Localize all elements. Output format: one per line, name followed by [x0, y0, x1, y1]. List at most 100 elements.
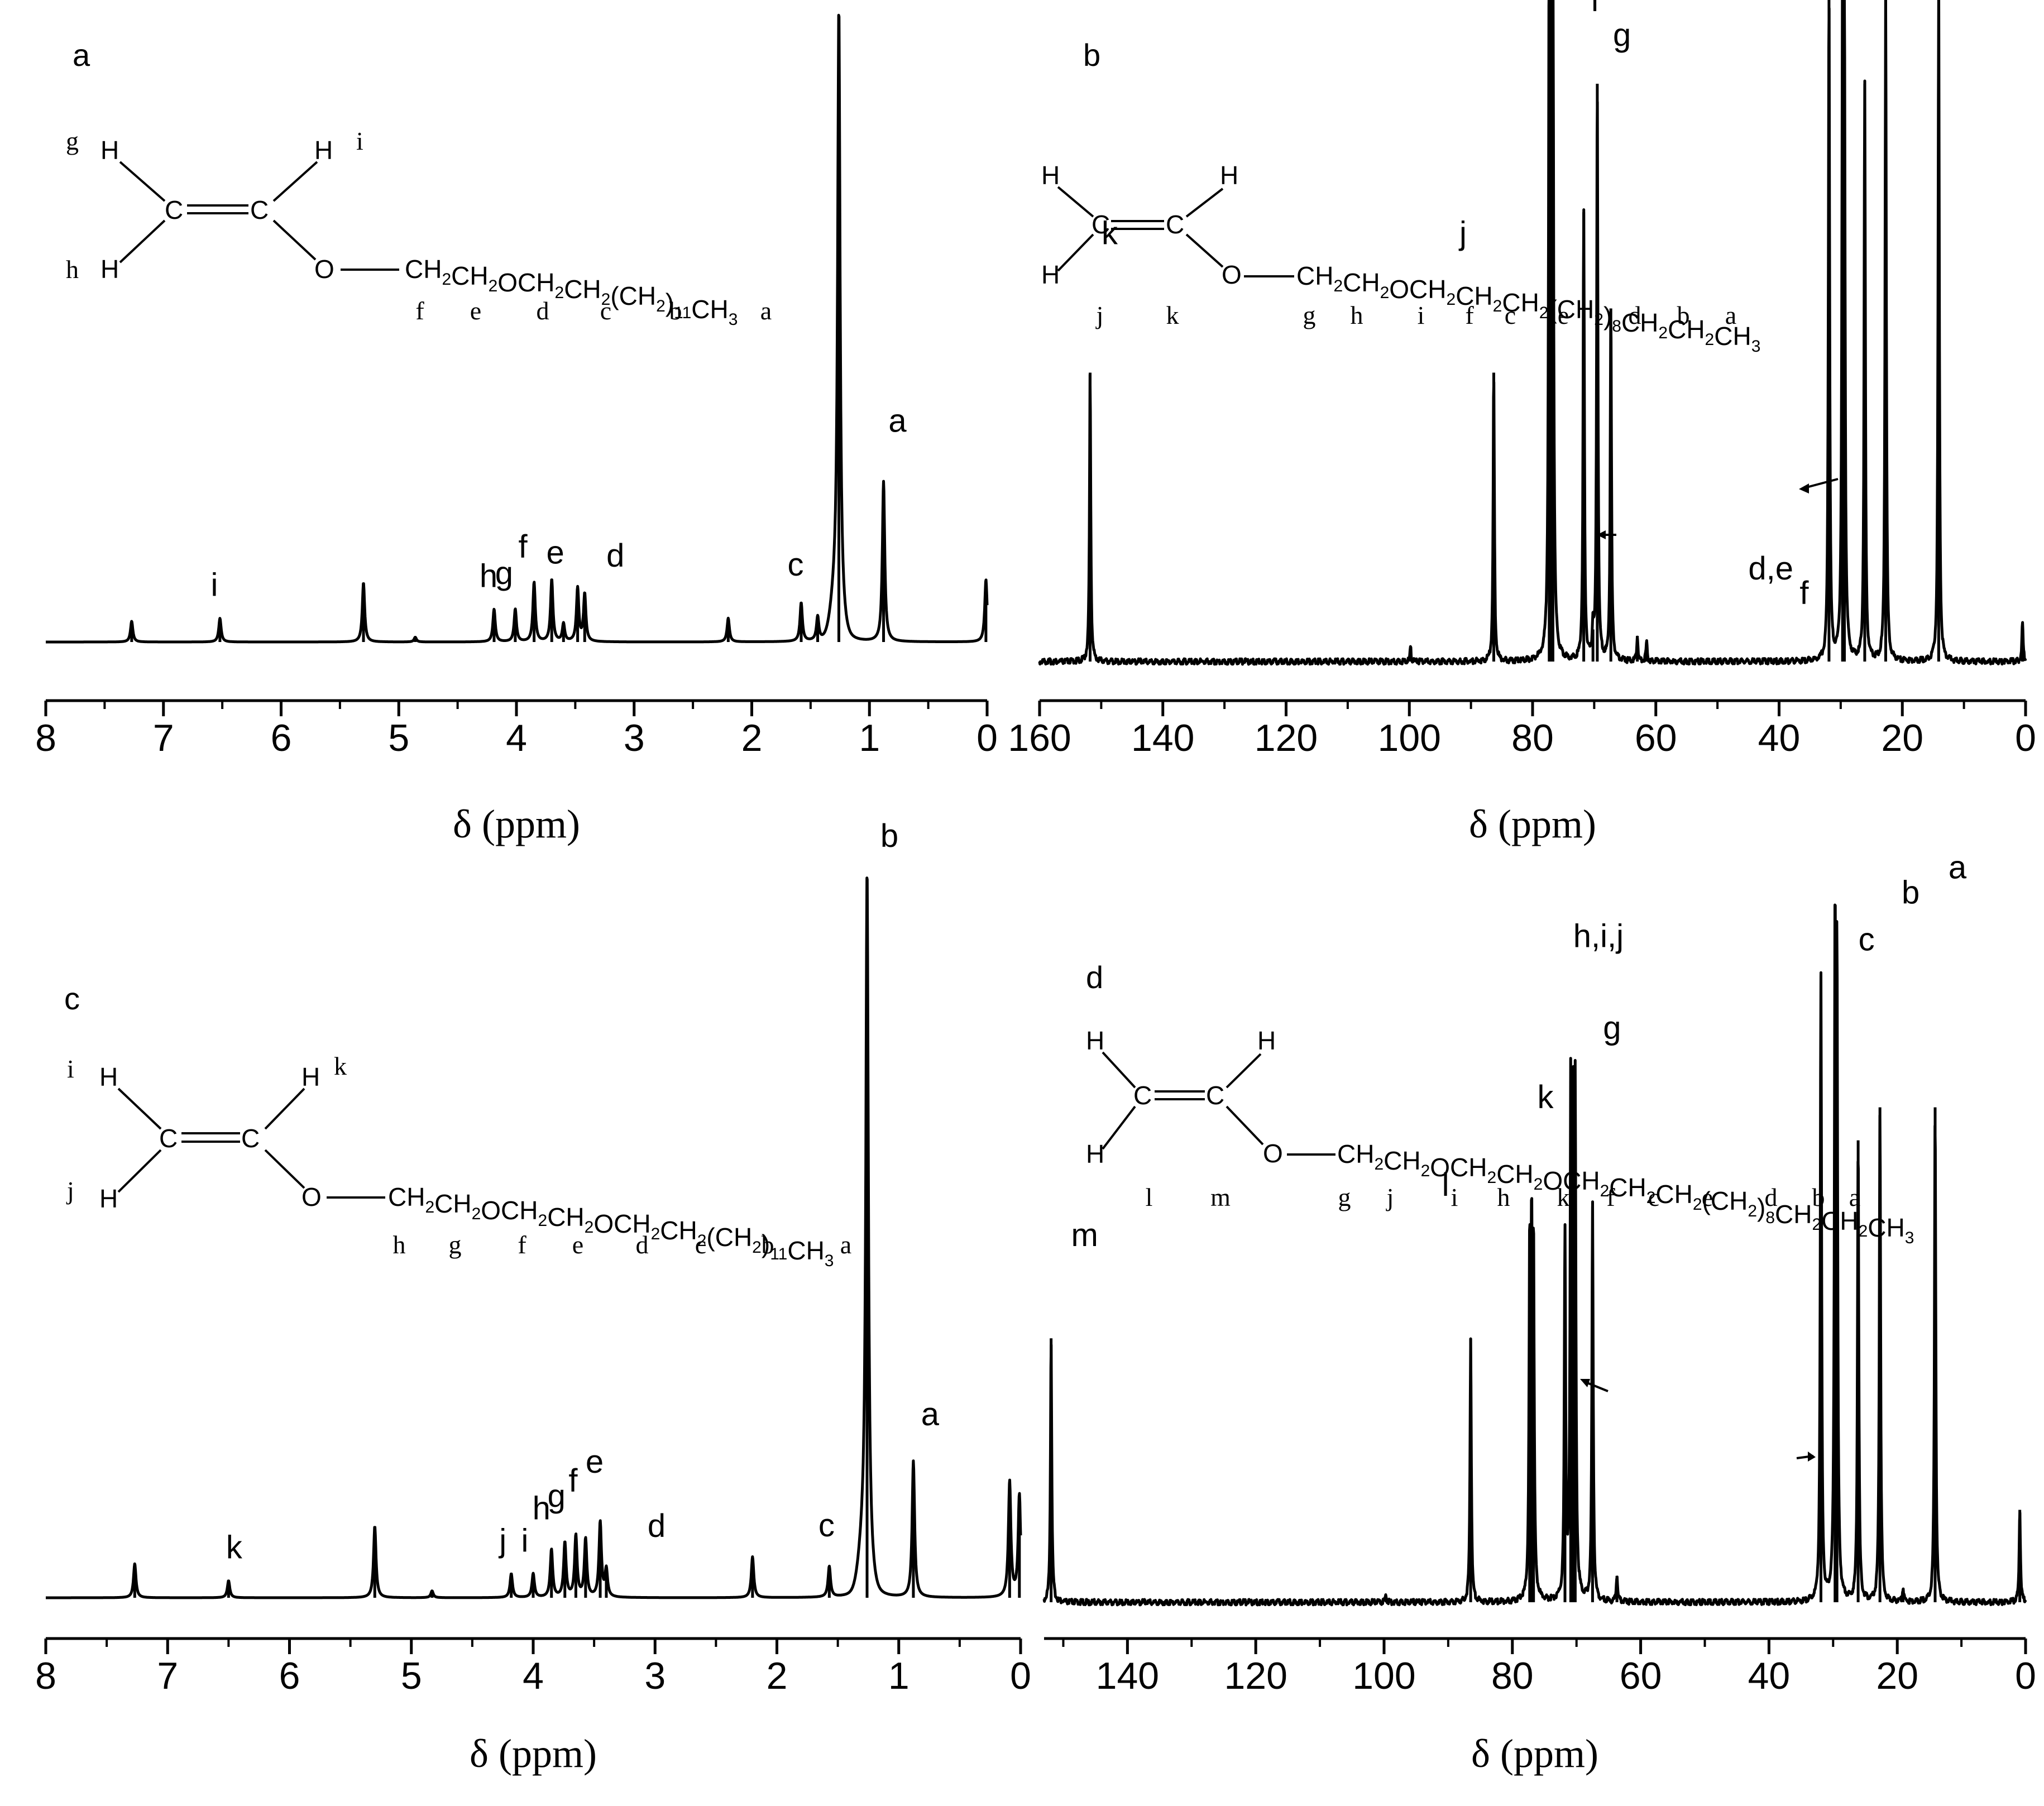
atom-o: O: [314, 255, 334, 284]
vinyl-ether-structure-a: g H C C H i h H O CH2CH2OCH2CH2(CH2)11CH…: [66, 127, 772, 329]
peak-label-c: c: [818, 1507, 835, 1544]
x-tick-label-b: 0: [2015, 717, 2036, 759]
panel-a: a g H C C H i h H O CH2CH2OCH2CH2(CH2)11…: [35, 13, 998, 846]
carbon-label-d: i: [1451, 1183, 1458, 1211]
atom-h: H: [1257, 1026, 1276, 1055]
carbon-label-d: h: [1497, 1183, 1510, 1211]
vinyl-ether-structure-d: H C C H H O CH2CH2OCH2CH2OCH2CH2CH2(CH2)…: [1086, 1026, 1914, 1247]
peak-label-a: f: [519, 529, 528, 565]
panel-letter-a: a: [73, 37, 90, 73]
carbon-label-b: b: [1677, 301, 1690, 329]
x-tick-label-d: 40: [1748, 1655, 1791, 1697]
x-tick-label-d: 100: [1352, 1655, 1415, 1697]
annotation-arrowhead: [1808, 1451, 1816, 1462]
x-axis-label-a: δ (ppm): [453, 802, 580, 846]
x-tick-label-a: 6: [271, 717, 292, 759]
x-tick-label-b: 80: [1511, 717, 1554, 759]
x-tick-label-d: 140: [1096, 1655, 1159, 1697]
annotation-arrowhead: [1597, 530, 1606, 539]
x-tick-label-c: 8: [35, 1655, 56, 1697]
carbon-label-c: c: [695, 1230, 706, 1259]
atom-c: C: [165, 195, 183, 224]
peak-label-a: a: [888, 403, 907, 439]
atom-c: C: [159, 1124, 178, 1153]
carbon-label-b: h: [1351, 301, 1363, 329]
peak-label-d: h,i,j: [1573, 918, 1624, 955]
carbon-label-b: e: [1558, 301, 1569, 329]
peak-label-a: g: [495, 555, 513, 592]
x-tick-label-b: 120: [1255, 717, 1318, 759]
peak-label-d: k: [1538, 1079, 1554, 1115]
peak-label-c: g: [548, 1478, 566, 1514]
x-axis-label-c: δ (ppm): [470, 1731, 597, 1776]
spectrum-line-c: [45, 876, 1022, 1599]
atom-h: H: [99, 1184, 118, 1213]
vinyl-label-bottom-left-a: h: [66, 255, 79, 284]
atom-o: O: [1222, 260, 1242, 289]
atom-c: C: [241, 1124, 260, 1153]
peak-label-b: j: [1458, 215, 1467, 252]
backbone-formula-a: CH2CH2OCH2CH2(CH2)11CH3: [405, 255, 738, 329]
atom-h: H: [1041, 260, 1060, 289]
carbon-label-c: e: [572, 1230, 583, 1259]
carbon-label-d: d: [1765, 1183, 1778, 1211]
vinyl-ether-structure-b: H C C H H O CH2CH2OCH2CH2CH2(CH2)8CH2CH2…: [1041, 161, 1760, 356]
atom-h: H: [100, 136, 119, 165]
carbon-label-d: c: [1648, 1183, 1659, 1211]
atom-h: H: [100, 255, 119, 284]
vinyl-label-bottom-left-c: j: [66, 1176, 74, 1205]
carbon-label-c: f: [518, 1230, 526, 1259]
carbon-label-a: c: [600, 296, 611, 325]
x-tick-label-c: 0: [1010, 1655, 1031, 1697]
carbon-label-b: g: [1303, 301, 1316, 329]
backbone-formula-b: CH2CH2OCH2CH2CH2(CH2)8CH2CH2CH3: [1296, 261, 1760, 356]
carbon-label-d: j: [1386, 1183, 1394, 1211]
peak-label-c: j: [498, 1522, 506, 1559]
carbon-label-d: f: [1606, 1183, 1615, 1211]
x-tick-label-a: 5: [388, 717, 409, 759]
peak-label-c: a: [921, 1396, 940, 1433]
peak-label-a: d: [606, 538, 624, 574]
x-tick-label-b: 160: [1008, 717, 1071, 759]
carbon-label-d: l: [1146, 1183, 1153, 1211]
x-tick-label-b: 100: [1378, 717, 1441, 759]
peak-label-a: c: [788, 547, 804, 583]
carbon-label-b: i: [1418, 301, 1425, 329]
peak-label-d: b: [1902, 875, 1919, 911]
x-tick-label-a: 7: [153, 717, 174, 759]
x-tick-label-a: 4: [506, 717, 527, 759]
vinyl-ether-structure-c: i H C C H k j H O CH2CH2OCH2CH2OCH2CH2(C…: [66, 1052, 851, 1270]
carbon-label-d: m: [1210, 1183, 1231, 1211]
atom-c: C: [1092, 210, 1110, 239]
x-tick-label-d: 0: [2015, 1655, 2036, 1697]
x-tick-label-d: 60: [1620, 1655, 1662, 1697]
peak-label-d: c: [1859, 922, 1875, 958]
panel-b: b H C C H H O CH2CH2OCH2CH2CH2(CH2)8CH2C…: [1008, 0, 2036, 846]
carbon-label-c: b: [762, 1230, 774, 1259]
x-tick-label-c: 5: [401, 1655, 422, 1697]
x-tick-label-a: 0: [976, 717, 998, 759]
atom-h: H: [1086, 1139, 1104, 1168]
peak-label-a: h: [480, 558, 497, 595]
backbone-formula-d: CH2CH2OCH2CH2OCH2CH2CH2(CH2)8CH2CH2CH3: [1337, 1139, 1914, 1247]
carbon-label-b: d: [1629, 301, 1641, 329]
peak-label-c: b: [880, 818, 898, 854]
carbon-label-a: e: [470, 296, 481, 325]
x-tick-label-d: 20: [1876, 1655, 1918, 1697]
carbon-label-b: k: [1166, 301, 1179, 329]
atom-o: O: [1263, 1139, 1283, 1168]
panel-c: c i H C C H k j H O CH2CH2OCH2CH2OCH2CH2…: [35, 818, 1031, 1776]
peak-label-c: i: [521, 1522, 529, 1559]
carbon-label-a: b: [669, 296, 682, 325]
vinyl-label-top-left-a: g: [66, 127, 79, 155]
x-tick-label-a: 1: [859, 717, 880, 759]
carbon-label-c: g: [449, 1230, 462, 1259]
atom-c: C: [1206, 1081, 1224, 1110]
carbon-label-c: a: [840, 1230, 851, 1259]
panel-d: d H C C H H O CH2CH2OCH2CH2OCH2CH2CH2(CH…: [1042, 550, 2036, 1776]
carbon-label-b: f: [1465, 301, 1474, 329]
bonds: [1102, 1051, 1335, 1156]
